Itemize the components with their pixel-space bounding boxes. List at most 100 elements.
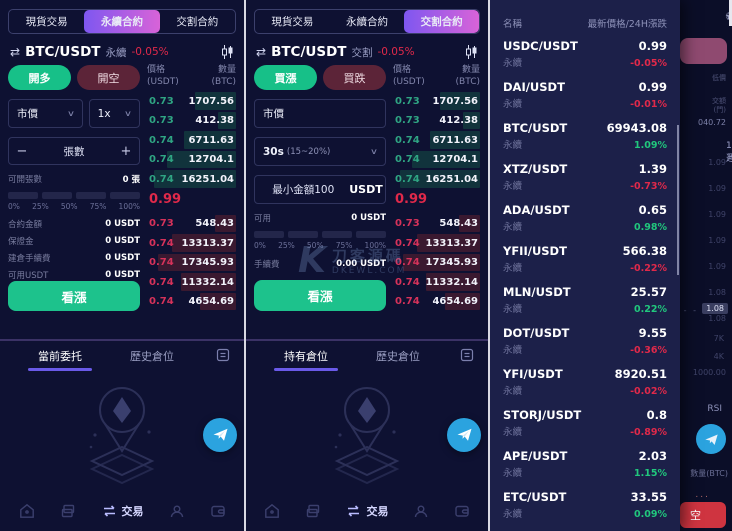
ask-row[interactable]: 0.73 412.38: [393, 111, 480, 131]
order-type-box[interactable]: 市價: [254, 99, 386, 128]
bid-row[interactable]: 0.74 11332.14: [393, 272, 480, 292]
bid-row[interactable]: 0.74 13313.37: [393, 233, 480, 253]
bid-price: 0.73: [395, 218, 420, 230]
market-list-item[interactable]: BTC/USDT 69943.08 永續 1.09%: [503, 121, 667, 153]
market-list-item[interactable]: DOT/USDT 9.55 永續 -0.36%: [503, 326, 667, 358]
open-long-button[interactable]: 開多: [8, 65, 71, 90]
positions-list-icon[interactable]: [216, 347, 230, 366]
leverage-select[interactable]: 1x ∨: [88, 99, 140, 128]
percent-segment[interactable]: [76, 192, 106, 200]
ask-qty: 16251.04: [181, 173, 234, 185]
nav-orders[interactable]: [305, 503, 321, 519]
percent-segment[interactable]: [42, 192, 72, 200]
ask-row[interactable]: 0.73 1707.56: [147, 91, 236, 111]
percent-segment[interactable]: [8, 192, 38, 200]
bid-row[interactable]: 0.73 548.43: [393, 214, 480, 234]
nav-service[interactable]: [413, 503, 429, 519]
ask-row[interactable]: 0.74 16251.04: [393, 169, 480, 189]
minus-button[interactable]: −: [16, 143, 28, 159]
tab-history-positions[interactable]: 歷史倉位: [376, 350, 420, 363]
nav-home[interactable]: [264, 503, 280, 519]
bid-row[interactable]: 0.74 11332.14: [147, 272, 236, 292]
period-select[interactable]: 30s (15~20%) ∨: [254, 137, 386, 166]
nav-home[interactable]: [19, 503, 35, 519]
bid-qty: 11332.14: [181, 276, 234, 288]
ask-row[interactable]: 0.74 6711.63: [147, 130, 236, 150]
bid-row[interactable]: 0.74 4654.69: [147, 292, 236, 312]
market-list-item[interactable]: DAI/USDT 0.99 永續 -0.01%: [503, 80, 667, 112]
ask-row[interactable]: 0.74 16251.04: [147, 169, 236, 189]
swap-pair-icon[interactable]: ⇄: [256, 45, 267, 59]
bullish-submit-button[interactable]: 看漲: [254, 280, 386, 311]
section-divider: [0, 339, 244, 341]
drawer-scrollbar[interactable]: [677, 125, 679, 275]
market-list-item[interactable]: YFI/USDT 8920.51 永續 -0.02%: [503, 367, 667, 399]
tab-spot[interactable]: 現貨交易: [271, 16, 314, 28]
market-list-item[interactable]: USDC/USDT 0.99 永續 -0.05%: [503, 39, 667, 71]
bid-row[interactable]: 0.74 4654.69: [393, 292, 480, 312]
page-scrollbar[interactable]: [729, 0, 732, 26]
change-percent: -0.05%: [377, 46, 415, 58]
positions-list-icon[interactable]: [460, 347, 474, 366]
market-list-item[interactable]: STORJ/USDT 0.8 永續 -0.89%: [503, 408, 667, 440]
tab-perpetual[interactable]: 永續合約: [84, 10, 160, 33]
bid-row[interactable]: 0.74 17345.93: [393, 253, 480, 273]
info-value: 0 USDT: [105, 270, 140, 281]
market-list-item[interactable]: ADA/USDT 0.65 永續 0.98%: [503, 203, 667, 235]
nav-trade[interactable]: 交易: [101, 503, 144, 519]
tab-current-orders[interactable]: 當前委托: [14, 341, 106, 371]
kline-icon[interactable]: [221, 45, 234, 59]
ask-row[interactable]: 0.74 12704.1: [147, 150, 236, 170]
amount-input[interactable]: [257, 182, 350, 197]
nav-wallet[interactable]: [210, 503, 226, 519]
market-list-item[interactable]: ETC/USDT 33.55 永續 0.09%: [503, 490, 667, 522]
sell-button-fragment[interactable]: 空: [680, 502, 726, 528]
plus-button[interactable]: +: [120, 143, 132, 159]
tab-delivery[interactable]: 交割合約: [176, 16, 219, 28]
telegram-button[interactable]: [203, 417, 237, 452]
percent-segment[interactable]: [322, 231, 352, 238]
theme-moon-icon[interactable]: ☾: [725, 10, 732, 23]
market-list-item[interactable]: APE/USDT 2.03 永續 1.15%: [503, 449, 667, 481]
nav-wallet[interactable]: [454, 503, 470, 519]
percent-segment[interactable]: [110, 192, 140, 200]
bid-row[interactable]: 0.74 17345.93: [147, 253, 236, 273]
tab-delivery[interactable]: 交割合約: [404, 10, 479, 33]
ask-row[interactable]: 0.73 412.38: [147, 111, 236, 131]
market-list-item[interactable]: XTZ/USDT 1.39 永續 -0.73%: [503, 162, 667, 194]
tab-spot[interactable]: 現貨交易: [25, 16, 68, 28]
ask-row[interactable]: 0.73 1707.56: [393, 91, 480, 111]
percent-segment[interactable]: [288, 231, 318, 238]
tab-perpetual[interactable]: 永續合約: [346, 16, 388, 28]
bid-row[interactable]: 0.73 548.43: [147, 214, 236, 234]
ask-row[interactable]: 0.74 6711.63: [393, 130, 480, 150]
open-short-button[interactable]: 開空: [77, 65, 140, 90]
nav-trade[interactable]: 交易: [345, 503, 388, 519]
market-list-item[interactable]: MLN/USDT 25.57 永續 0.22%: [503, 285, 667, 317]
rsi-indicator-label[interactable]: RSI: [707, 404, 722, 414]
nav-orders[interactable]: [60, 503, 76, 519]
symbol-name[interactable]: BTC/USDT: [271, 44, 347, 60]
telegram-button[interactable]: [696, 424, 726, 454]
market-list-item[interactable]: YFII/USDT 566.38 永續 -0.22%: [503, 244, 667, 276]
swap-pair-icon[interactable]: ⇄: [10, 45, 21, 59]
tab-history-positions[interactable]: 歷史倉位: [130, 350, 174, 363]
ask-row[interactable]: 0.74 12704.1: [393, 150, 480, 170]
favorite-star-icon[interactable]: ★: [725, 10, 732, 23]
qty-axis-label: 數量(BTC): [690, 469, 728, 478]
telegram-button[interactable]: [447, 417, 481, 452]
kline-icon[interactable]: [465, 45, 478, 59]
tab-holding-positions[interactable]: 持有倉位: [260, 341, 352, 371]
symbol-name[interactable]: BTC/USDT: [25, 44, 101, 60]
market-drawer: 名稱 最新價格/24H漲跌 USDC/USDT 0.99 永續 -0.05%: [490, 0, 680, 531]
bullish-submit-button[interactable]: 看漲: [8, 281, 140, 311]
quantity-label[interactable]: 張數: [63, 145, 85, 158]
buy-up-button[interactable]: 買漲: [254, 65, 317, 90]
bid-row[interactable]: 0.74 13313.37: [147, 233, 236, 253]
percent-segment[interactable]: [356, 231, 386, 238]
buy-down-button[interactable]: 買跌: [323, 65, 386, 90]
order-type-select[interactable]: 市價 ∨: [8, 99, 83, 128]
bid-qty: 13313.37: [181, 237, 234, 249]
percent-segment[interactable]: [254, 231, 284, 238]
nav-service[interactable]: [169, 503, 185, 519]
